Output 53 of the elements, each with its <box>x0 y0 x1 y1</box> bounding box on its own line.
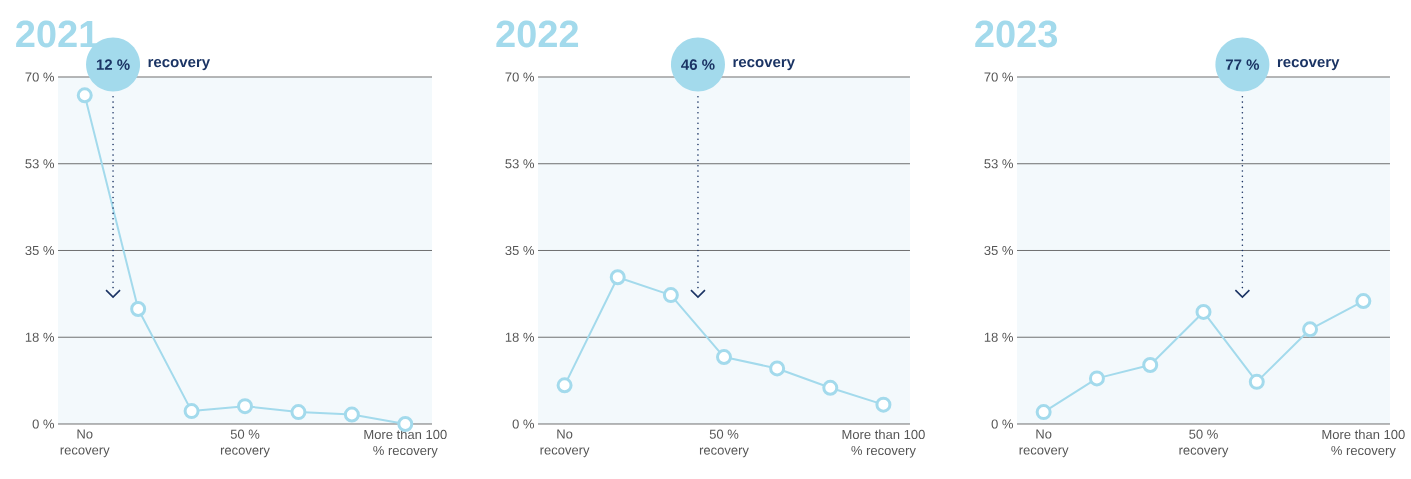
y-tick-label: 18 % <box>25 332 55 342</box>
chart-title: 2023 <box>975 20 1058 48</box>
point <box>343 406 360 423</box>
text: recovery <box>1277 59 1340 71</box>
y-tick-label: 70 % <box>505 72 535 82</box>
y-tick-label: 70 % <box>25 72 55 82</box>
y-tick-label: 0 % <box>512 419 535 429</box>
y-tick-label: 0 % <box>32 419 55 429</box>
point <box>769 360 786 377</box>
point <box>1195 303 1212 320</box>
text: recovery <box>148 59 211 71</box>
point <box>662 287 679 304</box>
point <box>1035 404 1052 421</box>
point <box>1355 293 1372 310</box>
y-tick-label: 18 % <box>505 332 535 342</box>
y-tick-label: 53 % <box>505 159 535 169</box>
point <box>1142 357 1159 373</box>
point <box>1302 321 1319 338</box>
point <box>609 269 626 286</box>
text: 46 % <box>681 59 715 70</box>
point <box>76 87 93 104</box>
x-tick-label: 50 % recovery <box>1179 429 1229 458</box>
point <box>290 404 307 421</box>
point <box>716 349 732 366</box>
chart-title: 2021 <box>16 20 99 48</box>
x-tick-label: More than 100 % recovery <box>842 429 925 458</box>
chart-title: 2022 <box>496 20 579 48</box>
y-tick-label: 18 % <box>984 332 1013 342</box>
y-tick-label: 53 % <box>984 159 1013 169</box>
x-tick-label: No recovery <box>540 429 590 458</box>
y-tick-label: 0 % <box>991 419 1013 429</box>
point <box>130 300 147 317</box>
x-tick-label: More than 100 % recovery <box>364 429 447 458</box>
point <box>237 398 254 415</box>
y-tick-label: 35 % <box>984 245 1013 256</box>
text: 77 % <box>1225 59 1260 70</box>
text: recovery <box>733 59 795 71</box>
point <box>183 403 200 420</box>
text: 12 % <box>96 59 130 70</box>
point <box>822 379 839 396</box>
x-tick-label: No recovery <box>60 429 110 458</box>
y-tick-label: 35 % <box>505 245 535 256</box>
point <box>1088 370 1105 387</box>
y-tick-label: 53 % <box>25 159 55 169</box>
point <box>556 377 573 394</box>
x-tick-label: 50 % recovery <box>699 429 749 458</box>
x-tick-label: 50 % recovery <box>220 429 270 458</box>
point <box>1248 373 1265 390</box>
x-tick-label: More than 100 % recovery <box>1322 429 1405 458</box>
y-tick-label: 70 % <box>984 72 1013 82</box>
x-tick-label: No recovery <box>1019 429 1069 458</box>
y-tick-label: 35 % <box>25 245 55 256</box>
point <box>875 396 892 413</box>
